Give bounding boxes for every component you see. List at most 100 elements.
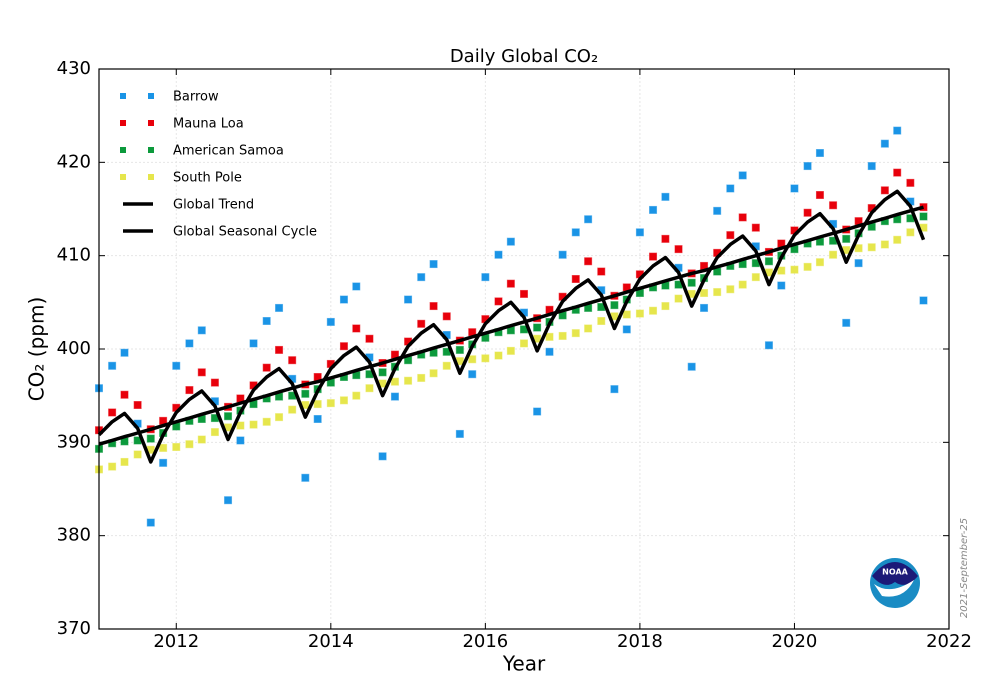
logo-text: NOAA bbox=[882, 568, 908, 577]
data-point bbox=[352, 391, 361, 400]
x-tick-label: 2022 bbox=[926, 631, 972, 652]
legend-marker bbox=[148, 147, 154, 153]
data-point bbox=[429, 260, 438, 269]
data-point bbox=[880, 139, 889, 148]
x-tick-label: 2020 bbox=[772, 631, 818, 652]
data-point bbox=[661, 192, 670, 201]
data-point bbox=[108, 408, 117, 417]
data-point bbox=[417, 273, 426, 282]
data-point bbox=[533, 407, 542, 416]
data-point bbox=[777, 266, 786, 275]
data-point bbox=[893, 235, 902, 244]
data-point bbox=[185, 440, 194, 449]
data-point bbox=[610, 385, 619, 394]
data-point bbox=[803, 162, 812, 171]
data-point bbox=[288, 405, 297, 414]
data-point bbox=[635, 309, 644, 318]
data-point bbox=[468, 355, 477, 364]
y-axis-label: CO₂ (ppm) bbox=[25, 297, 49, 402]
data-point bbox=[558, 250, 567, 259]
data-point bbox=[390, 377, 399, 386]
x-tick-label: 2018 bbox=[617, 631, 663, 652]
chart-title: Daily Global CO₂ bbox=[450, 46, 598, 67]
data-point bbox=[455, 345, 464, 354]
data-point bbox=[649, 205, 658, 214]
data-point bbox=[429, 302, 438, 311]
legend-marker bbox=[120, 147, 126, 153]
legend-marker bbox=[120, 120, 126, 126]
data-point bbox=[751, 223, 760, 232]
data-point bbox=[597, 317, 606, 325]
y-tick-label: 420 bbox=[57, 151, 91, 172]
data-point bbox=[326, 317, 335, 326]
data-point bbox=[815, 149, 824, 157]
data-point bbox=[288, 356, 297, 365]
data-point bbox=[108, 361, 117, 370]
data-point bbox=[249, 420, 258, 429]
legend-marker bbox=[148, 174, 154, 180]
data-point bbox=[764, 257, 773, 266]
data-point bbox=[597, 267, 606, 276]
data-point bbox=[674, 294, 683, 303]
data-point bbox=[365, 334, 374, 343]
data-point bbox=[468, 370, 477, 379]
data-point bbox=[313, 415, 322, 423]
data-point bbox=[313, 400, 322, 409]
data-point bbox=[301, 473, 310, 482]
x-tick-label: 2016 bbox=[462, 631, 508, 652]
data-point bbox=[661, 302, 670, 311]
data-point bbox=[906, 228, 915, 237]
data-point bbox=[867, 243, 876, 252]
x-tick-label: 2012 bbox=[153, 631, 199, 652]
data-point bbox=[365, 384, 374, 393]
y-tick-label: 380 bbox=[57, 525, 91, 546]
x-tick-label: 2014 bbox=[308, 631, 354, 652]
legend: Barrow Mauna Loa American Samoa South Pole G… bbox=[120, 90, 317, 240]
data-point bbox=[545, 332, 554, 341]
date-note: 2021-September-25 bbox=[959, 518, 970, 618]
data-point bbox=[842, 318, 851, 327]
data-point bbox=[533, 323, 542, 332]
data-point bbox=[494, 351, 503, 360]
data-point bbox=[224, 412, 233, 421]
data-point bbox=[622, 310, 631, 319]
data-point bbox=[726, 184, 735, 193]
data-point bbox=[829, 250, 838, 259]
data-point bbox=[635, 228, 644, 237]
data-point bbox=[661, 234, 670, 243]
y-tick-label: 390 bbox=[57, 431, 91, 452]
data-point bbox=[494, 297, 503, 306]
data-point bbox=[764, 341, 773, 350]
data-point bbox=[133, 450, 142, 459]
line bbox=[97, 189, 926, 464]
data-point bbox=[236, 421, 245, 430]
data-point bbox=[262, 417, 271, 426]
data-point bbox=[803, 262, 812, 271]
noaa-logo: NOAA bbox=[870, 558, 920, 608]
data-point bbox=[558, 331, 567, 340]
data-point bbox=[262, 363, 271, 372]
data-point bbox=[197, 368, 206, 377]
data-point bbox=[751, 273, 760, 282]
data-point bbox=[815, 258, 824, 267]
data-point bbox=[713, 288, 722, 297]
data-point bbox=[275, 345, 284, 354]
legend-marker bbox=[148, 120, 154, 126]
data-point bbox=[249, 339, 258, 348]
data-point bbox=[339, 342, 348, 351]
data-point bbox=[120, 457, 129, 466]
data-point bbox=[713, 206, 722, 215]
data-point bbox=[378, 368, 387, 377]
legend-marker bbox=[120, 93, 126, 99]
data-point bbox=[339, 295, 348, 304]
legend-label: American Samoa bbox=[173, 144, 284, 159]
data-point bbox=[506, 237, 515, 246]
data-point bbox=[893, 168, 902, 177]
data-point bbox=[442, 312, 451, 321]
data-point bbox=[738, 171, 747, 180]
data-point bbox=[584, 324, 593, 333]
data-point bbox=[378, 452, 387, 461]
data-point bbox=[700, 303, 709, 312]
